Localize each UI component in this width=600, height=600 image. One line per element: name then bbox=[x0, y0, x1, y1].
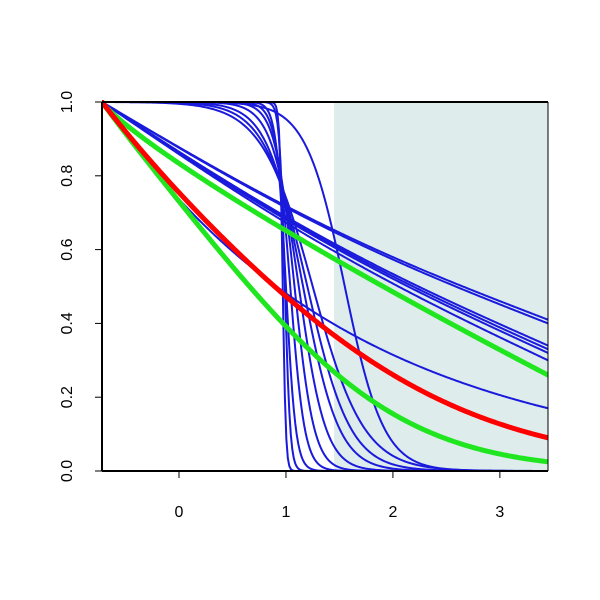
series-line-blue-11 bbox=[102, 101, 548, 325]
y-tick-label: 1.0 bbox=[59, 91, 76, 113]
shaded-region bbox=[334, 102, 548, 471]
series-line-blue-14 bbox=[102, 101, 548, 354]
series-line-red-0 bbox=[102, 100, 548, 441]
x-tick-label: 2 bbox=[388, 504, 397, 521]
shaded-region-layer bbox=[334, 102, 548, 471]
series-line-green-1 bbox=[102, 100, 548, 465]
axes-layer: 0 1 2 3 0.0 0.2 0.4 0.6 0.8 1.0 bbox=[59, 91, 549, 521]
y-tick-label: 0.0 bbox=[59, 460, 76, 482]
y-tick-label: 0.4 bbox=[59, 312, 76, 334]
series-line-green-0 bbox=[102, 100, 548, 378]
y-tick-label: 0.6 bbox=[59, 238, 76, 260]
y-tick-label: 0.2 bbox=[59, 386, 76, 408]
y-tick-label: 0.8 bbox=[59, 165, 76, 187]
x-tick-label: 3 bbox=[495, 504, 504, 521]
x-tick-label: 1 bbox=[282, 504, 291, 521]
series-line-blue-15 bbox=[102, 101, 548, 362]
x-tick-label: 0 bbox=[175, 504, 184, 521]
